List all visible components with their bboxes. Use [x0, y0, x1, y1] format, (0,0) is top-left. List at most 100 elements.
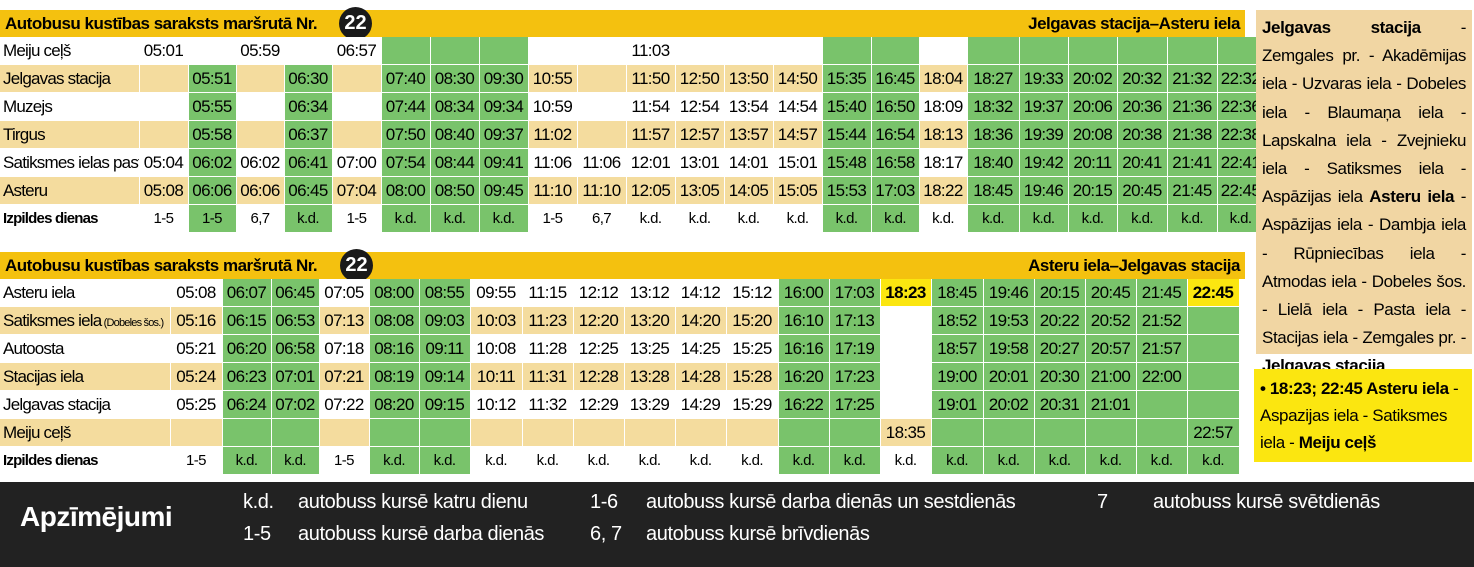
time-cell: 12:12 — [573, 279, 625, 307]
stop-name-text: Meiju ceļš — [3, 40, 71, 60]
operating-days-label: Izpildes dienas — [0, 204, 140, 233]
timetable-title: Autobusu kustības saraksts maršrutā Nr. — [5, 13, 318, 33]
time-cell — [188, 37, 237, 65]
days-cell: 6,7 — [236, 204, 285, 233]
time-cell: 17:03 — [871, 176, 920, 205]
time-cell — [967, 37, 1020, 65]
time-cell: 06:15 — [222, 306, 272, 335]
time-cell — [332, 92, 382, 121]
stop-name-text: Jelgavas stacija — [3, 394, 111, 414]
time-cell: 20:22 — [1034, 306, 1086, 335]
time-cell — [880, 362, 932, 391]
time-cell: 17:03 — [829, 279, 881, 307]
time-cell: 20:30 — [1034, 362, 1086, 391]
time-cell: 20:15 — [1068, 176, 1118, 205]
time-cell — [522, 418, 574, 447]
time-cell: 19:46 — [983, 279, 1035, 307]
time-cell: 09:03 — [419, 306, 471, 335]
time-cell: 13:12 — [624, 279, 676, 307]
time-cell — [139, 92, 189, 121]
time-cell: 20:38 — [1117, 120, 1168, 149]
legend-code: 1-6 — [590, 491, 618, 513]
time-cell: 11:06 — [577, 148, 627, 177]
table-row: Meiju ceļš 18:35 22:57 — [0, 418, 1240, 447]
time-cell — [1136, 390, 1188, 419]
time-cell: 11:10 — [528, 176, 578, 205]
route-key-stop: Asteru iela — [1369, 187, 1455, 207]
days-cell: k.d. — [479, 204, 529, 233]
time-cell: 12:05 — [626, 176, 676, 205]
time-cell: 18:57 — [931, 334, 984, 363]
days-cell: k.d. — [822, 204, 872, 233]
time-cell: 18:52 — [931, 306, 984, 335]
time-cell — [1019, 37, 1069, 65]
stop-name-text: Meiju ceļš — [3, 422, 71, 442]
days-cell: k.d. — [726, 446, 779, 475]
legend: Apzīmējumi k.d. autobuss kursē katru die… — [0, 482, 1474, 567]
time-cell: 21:36 — [1167, 92, 1218, 121]
time-cell: 20:36 — [1117, 92, 1168, 121]
days-cell: k.d. — [369, 446, 420, 475]
days-cell: k.d. — [284, 204, 333, 233]
time-cell: 11:02 — [528, 120, 578, 149]
time-cell: 11:31 — [522, 362, 574, 391]
time-cell: 20:27 — [1034, 334, 1086, 363]
time-cell: 07:40 — [381, 64, 431, 93]
stop-name: Asteru iela — [0, 279, 171, 307]
stop-name-text: Autoosta — [3, 338, 65, 358]
time-cell: 08:16 — [369, 334, 420, 363]
time-cell: 06:45 — [284, 176, 333, 205]
time-cell — [1187, 334, 1240, 363]
days-cell: k.d. — [983, 446, 1035, 475]
days-cell: 6,7 — [577, 204, 627, 233]
table-row: Jelgavas stacija 05:51 06:30 07:40 08:30 09:3… — [0, 64, 1265, 93]
time-cell: 18:27 — [967, 64, 1020, 93]
days-cell: 1-5 — [528, 204, 578, 233]
days-cell: k.d. — [573, 446, 625, 475]
days-cell: k.d. — [1117, 204, 1168, 233]
time-cell — [479, 37, 529, 65]
timetable-header: Autobusu kustības saraksts maršrutā Nr. … — [0, 10, 1245, 37]
time-cell — [1187, 306, 1240, 335]
time-cell: 16:10 — [778, 306, 830, 335]
time-cell — [577, 37, 627, 65]
time-cell: 11:23 — [522, 306, 574, 335]
time-cell: 09:14 — [419, 362, 471, 391]
time-cell: 20:06 — [1068, 92, 1118, 121]
route-number-badge: 22 — [340, 249, 373, 282]
legend-text: autobuss kursē katru dienu — [298, 491, 528, 513]
time-cell — [675, 418, 727, 447]
time-cell: 07:04 — [332, 176, 382, 205]
time-cell: 11:06 — [528, 148, 578, 177]
time-cell — [919, 37, 968, 65]
time-cell: 14:54 — [773, 92, 823, 121]
time-cell: 13:25 — [624, 334, 676, 363]
days-cell: k.d. — [724, 204, 774, 233]
time-cell: 16:20 — [778, 362, 830, 391]
time-cell — [880, 306, 932, 335]
table-row: Autoosta 05:21 06:20 06:58 07:18 08:16 09:11 10… — [0, 334, 1240, 363]
time-cell: 19:39 — [1019, 120, 1069, 149]
time-cell — [369, 418, 420, 447]
time-cell: 07:13 — [319, 306, 370, 335]
time-cell — [319, 418, 370, 447]
time-cell: 21:41 — [1167, 148, 1218, 177]
days-cell: 1-5 — [332, 204, 382, 233]
time-cell — [284, 37, 333, 65]
time-cell: 08:40 — [430, 120, 480, 149]
time-cell: 05:16 — [170, 306, 223, 335]
timetable-direction: Jelgavas stacija–Asteru iela — [1028, 13, 1240, 33]
time-cell: 06:57 — [332, 37, 382, 65]
time-cell: 15:28 — [726, 362, 779, 391]
time-cell: 11:28 — [522, 334, 574, 363]
time-cell: 06:37 — [284, 120, 333, 149]
time-cell — [931, 418, 984, 447]
legend-code: 7 — [1097, 491, 1108, 513]
stop-name-text: Muzejs — [3, 96, 53, 116]
legend-text: autobuss kursē svētdienās — [1153, 491, 1380, 513]
time-cell — [528, 37, 578, 65]
stop-name-text: Asteru iela — [3, 282, 75, 302]
time-cell: 13:05 — [675, 176, 725, 205]
time-cell: 08:34 — [430, 92, 480, 121]
time-cell: 09:30 — [479, 64, 529, 93]
